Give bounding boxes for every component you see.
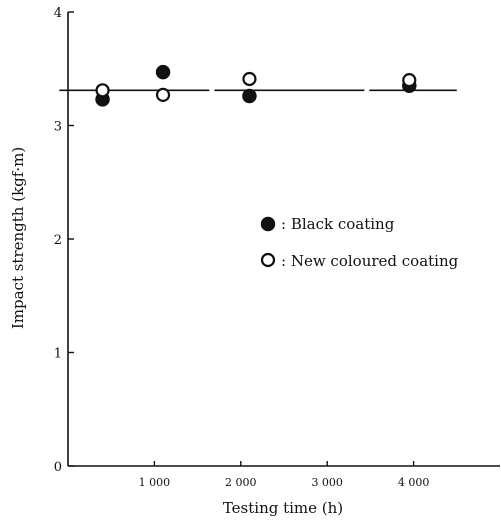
point-new-coloured-coating-0 [97,84,109,96]
legend-label-new-coloured-coating: : New coloured coating [281,252,459,270]
y-tick-label-4: 4 [54,6,62,21]
legend-marker-black-coating [262,218,275,231]
y-tick-label-2: 2 [54,233,62,248]
ticks: 0 1 2 3 4 1 000 2 000 3 000 4 000 [54,6,430,489]
y-axis-label: Impact strength (kgf·m) [9,147,27,329]
point-black-coating-2 [243,89,256,102]
x-tick-label-2: 3 000 [311,476,343,489]
x-tick-label-1: 2 000 [225,476,257,489]
point-new-coloured-coating-2 [243,73,255,85]
legend-label-black-coating: : Black coating [281,215,395,233]
x-axis-label: Testing time (h) [223,499,343,517]
y-tick-label-3: 3 [54,120,62,135]
point-black-coating-1 [157,66,170,79]
y-tick-label-1: 1 [54,347,62,362]
y-tick-label-0: 0 [54,460,62,475]
x-tick-label-3: 4 000 [398,476,430,489]
data-points [96,66,416,106]
legend: : Black coating : New coloured coating [262,215,459,270]
point-new-coloured-coating-1 [157,89,169,101]
axes [68,12,500,466]
legend-marker-new-coloured-coating [262,254,274,266]
point-new-coloured-coating-3 [403,74,415,86]
x-tick-label-0: 1 000 [139,476,171,489]
